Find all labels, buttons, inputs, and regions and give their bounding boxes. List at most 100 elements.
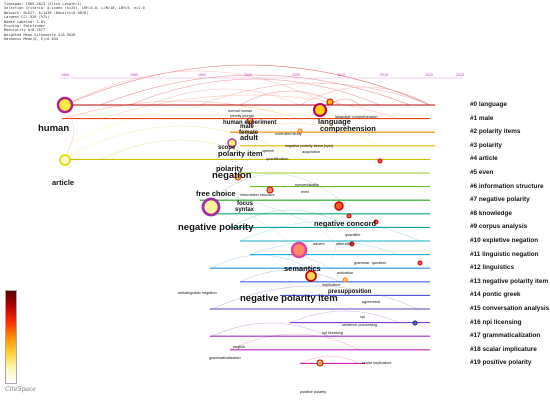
citation-link: [149, 88, 301, 106]
keyword-label[interactable]: free choice: [196, 189, 236, 198]
keyword-node[interactable]: [234, 173, 242, 181]
keyword-label[interactable]: agreement: [362, 300, 381, 304]
keyword-label[interactable]: human experiment: [223, 120, 276, 126]
cluster-label[interactable]: #10 expletive negation: [470, 237, 539, 244]
cluster-label[interactable]: #9 corpus analysis: [470, 223, 528, 231]
cluster-label[interactable]: #13 negative polarity item: [470, 277, 549, 285]
keyword-label[interactable]: article: [52, 178, 74, 187]
keyword-label[interactable]: priority journal: [230, 114, 254, 118]
keyword-label[interactable]: comprehension: [320, 124, 376, 133]
cluster-label[interactable]: #4 article: [470, 155, 498, 163]
cluster-label[interactable]: #11 linguistic negation: [470, 250, 539, 258]
year-tick-label: 2015: [380, 73, 388, 77]
keyword-label[interactable]: polarity: [216, 164, 244, 173]
keyword-label[interactable]: grammaticalization: [209, 356, 241, 360]
keyword-node[interactable]: [334, 201, 344, 211]
keyword-label[interactable]: negative polarity item: [240, 293, 338, 304]
keyword-label[interactable]: negative concord: [314, 219, 377, 228]
keyword-label[interactable]: question: [372, 261, 386, 265]
cluster-label[interactable]: #5 even: [470, 169, 494, 176]
cluster-label[interactable]: #3 polarity: [470, 141, 502, 149]
keyword-label[interactable]: english: [233, 345, 245, 349]
keyword-label[interactable]: negative polarity items (npis): [285, 144, 334, 148]
keyword-label[interactable]: scope: [218, 145, 236, 151]
keyword-node[interactable]: [342, 277, 348, 283]
keyword-label[interactable]: information structure: [240, 193, 275, 197]
keyword-label[interactable]: presupposition: [328, 289, 372, 295]
keyword-label[interactable]: npi: [360, 315, 365, 319]
summary-line: Timespan: 1965-2023 (Slice Length=1): [4, 2, 82, 6]
keyword-node[interactable]: [346, 213, 352, 219]
cluster-label[interactable]: #17 grammaticalization: [470, 332, 541, 340]
keyword-label[interactable]: focus: [237, 201, 254, 207]
keyword-label[interactable]: language comprehension: [335, 115, 378, 119]
keyword-node[interactable]: [326, 98, 334, 106]
keyword-node[interactable]: [305, 270, 317, 282]
cluster-label[interactable]: #19 positive polarity: [470, 359, 532, 367]
keyword-label[interactable]: nonveridicality: [295, 183, 319, 187]
keyword-label[interactable]: acquisition: [302, 150, 320, 154]
keyword-label[interactable]: adverb: [313, 242, 325, 246]
keyword-node[interactable]: [201, 197, 221, 217]
keyword-node[interactable]: [377, 158, 383, 164]
keyword-label[interactable]: controlled study: [275, 132, 302, 136]
keyword-node[interactable]: [297, 128, 303, 134]
keyword-label[interactable]: adult: [240, 133, 258, 142]
keyword-node[interactable]: [349, 241, 355, 247]
keyword-label[interactable]: speech: [262, 149, 274, 153]
keyword-label[interactable]: alternative: [336, 242, 354, 246]
keyword-label[interactable]: polarity item: [218, 149, 263, 158]
keyword-node[interactable]: [312, 102, 328, 118]
keyword-label[interactable]: human: [38, 123, 69, 134]
keyword-label[interactable]: positive polarity: [300, 390, 326, 394]
keyword-node[interactable]: [227, 138, 237, 148]
keyword-label[interactable]: sentence processing: [342, 323, 377, 327]
keyword-label[interactable]: semantics: [284, 264, 321, 273]
cluster-label[interactable]: #15 conversation analysis: [470, 305, 550, 312]
cluster-label[interactable]: #1 male: [470, 114, 494, 122]
keyword-label[interactable]: quantifier: [345, 233, 361, 237]
keyword-label[interactable]: female: [239, 130, 259, 136]
year-tick-label: 2020: [425, 73, 433, 77]
keyword-node[interactable]: [56, 96, 74, 114]
network-summary: Timespan: 1965-2023 (Slice Length=1) Sel…: [4, 2, 145, 42]
cluster-label[interactable]: #2 polarity items: [470, 128, 521, 136]
citespace-logo: CiteSpace: [5, 386, 36, 393]
summary-line: Harmonic Mean(Q, S)=0.834: [4, 37, 59, 42]
keyword-label[interactable]: language: [318, 117, 351, 126]
year-tick-label: 2010: [337, 73, 345, 77]
keyword-label[interactable]: even: [301, 190, 309, 194]
keyword-label[interactable]: normal human: [228, 109, 252, 113]
keyword-node[interactable]: [290, 241, 308, 259]
keyword-label[interactable]: scalar implicature: [362, 361, 392, 365]
keyword-label[interactable]: male: [240, 124, 254, 130]
keyword-label[interactable]: activation: [337, 271, 353, 275]
keyword-label[interactable]: syntax: [235, 207, 255, 213]
keyword-label[interactable]: quantification: [266, 157, 288, 161]
keyword-node[interactable]: [373, 219, 379, 225]
keyword-label[interactable]: metalinguistic negation: [178, 291, 217, 295]
year-tick-label: 2023: [456, 73, 464, 77]
keyword-label[interactable]: npi licensing: [322, 331, 343, 335]
cluster-label[interactable]: #18 scalar implicature: [470, 345, 537, 353]
keyword-node[interactable]: [266, 186, 274, 194]
keyword-label[interactable]: implicature: [322, 283, 340, 287]
keyword-node[interactable]: [59, 154, 71, 166]
cluster-label[interactable]: #16 npi licensing: [470, 318, 522, 326]
keyword-node[interactable]: [412, 320, 418, 326]
keyword-node[interactable]: [316, 359, 324, 367]
cluster-label[interactable]: #7 negative polarity: [470, 196, 530, 204]
cluster-label[interactable]: #12 linguistics: [470, 264, 515, 272]
keyword-node[interactable]: [246, 117, 254, 125]
cluster-label[interactable]: #6 information structure: [470, 182, 544, 190]
cluster-label[interactable]: #14 pontic greek: [470, 291, 521, 299]
keyword-label[interactable]: negative polarity: [178, 222, 254, 233]
summary-line: Selection Criteria: g-index (k=25), LRF=…: [4, 6, 145, 11]
citation-link: [239, 90, 341, 106]
cluster-label[interactable]: #0 language: [470, 101, 507, 108]
keyword-label[interactable]: grammar: [354, 261, 370, 265]
cluster-label[interactable]: #8 knowledge: [470, 209, 512, 217]
keyword-node[interactable]: [417, 260, 423, 266]
keyword-label[interactable]: negation: [212, 170, 252, 181]
